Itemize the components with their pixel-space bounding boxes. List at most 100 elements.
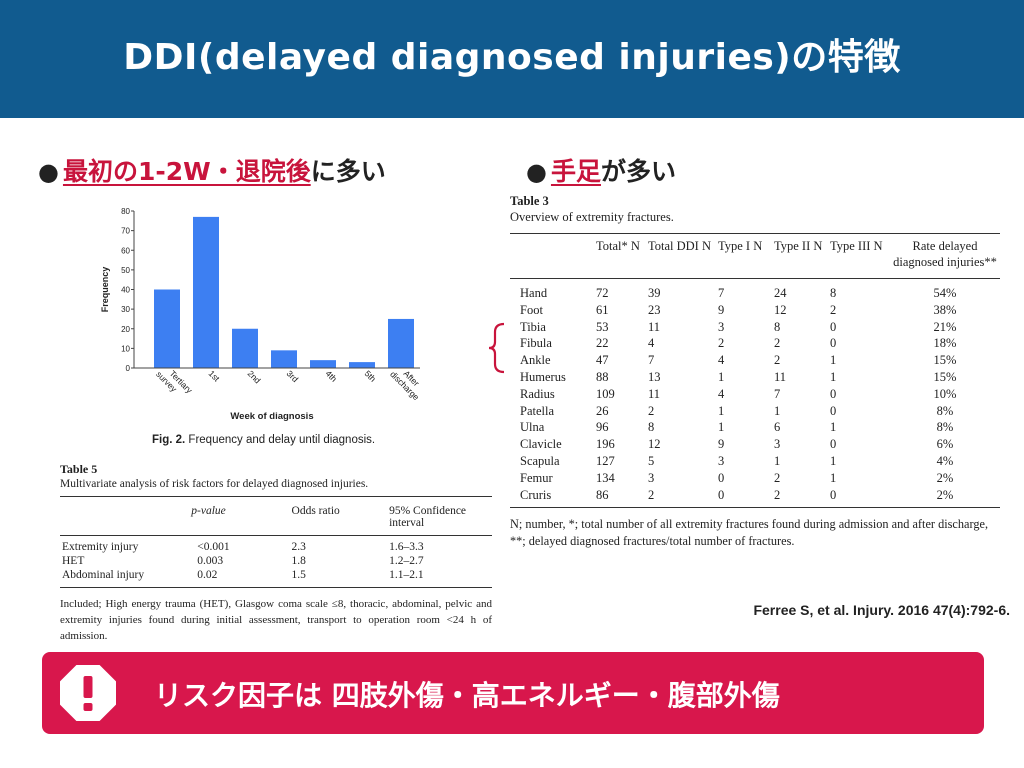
- table3-header-cell: Type II N: [772, 233, 828, 279]
- table5-cell: 1.6–3.3: [389, 541, 424, 553]
- table3-row: Patella 26 2 1 1 0 8%: [510, 403, 1000, 420]
- table3-header-row: Total* N Total DDI N Type I N Type II N …: [510, 233, 1000, 279]
- table5-header-row: p-value Odds ratio 95% Confidence interv…: [60, 496, 492, 536]
- table5-cell: 1.5: [289, 568, 388, 588]
- figure-caption-text: Frequency and delay until diagnosis.: [185, 434, 376, 446]
- bar: [232, 328, 258, 368]
- table3-header-cell: Type III N: [828, 233, 890, 279]
- table3-cell: 1: [774, 453, 781, 468]
- brace-icon: [488, 322, 505, 374]
- x-tick-label: 5th: [363, 368, 379, 384]
- table3-header-cell: [510, 233, 594, 279]
- table3-cell: 26: [596, 403, 609, 418]
- table3-cell: 13: [648, 369, 661, 384]
- bullet-timing-highlight: 最初の1-2W・退院後: [62, 157, 311, 186]
- table5-header-cell: Odds ratio: [289, 496, 388, 536]
- table3-cell: 8: [648, 420, 655, 435]
- table3-cell: 15%: [933, 353, 957, 368]
- x-tick-label: 2nd: [246, 368, 263, 385]
- table3-cell: Femur: [520, 470, 553, 485]
- table3-cell: 39: [648, 286, 661, 300]
- x-tick-label: 1st: [207, 368, 223, 384]
- table3-cell: 2: [830, 302, 837, 317]
- bullet-dot-icon: ●: [38, 158, 59, 186]
- table3-row: Tibia 53 11 3 8 0 21%: [510, 319, 1000, 336]
- table3-cell: 9: [718, 302, 725, 317]
- table3-cell: 2: [648, 403, 655, 418]
- table3-cell: 7: [774, 386, 781, 401]
- table3-cell: 1: [774, 403, 781, 418]
- figure-caption: Fig. 2. Frequency and delay until diagno…: [152, 434, 375, 446]
- table5-row: HET 0.003 1.8 1.2–2.7: [60, 554, 492, 568]
- table3-cell: 1: [830, 369, 837, 384]
- table3-cell: 4%: [936, 453, 954, 468]
- bullet-timing: ● 最初の1-2W・退院後に多い: [38, 152, 386, 188]
- y-tick-label: 50: [121, 266, 130, 275]
- title-bar: DDI(delayed diagnosed injuries)の特徴: [0, 0, 1024, 118]
- table3-header-cell: Total* N: [594, 233, 646, 279]
- table3-cell: 196: [596, 437, 615, 452]
- bullet-extremity-text: が多い: [600, 157, 676, 186]
- table3-row: Ankle 47 7 4 2 1 15%: [510, 352, 1000, 369]
- table3-cell: 10%: [933, 386, 957, 401]
- table3-cell: Hand: [520, 286, 548, 300]
- table3-cell: 0: [718, 470, 725, 485]
- table3-cell: 72: [596, 286, 609, 300]
- table3-cell: Humerus: [520, 369, 566, 384]
- table3-title: Overview of extremity fractures.: [510, 210, 674, 224]
- table3-cell: 11: [648, 386, 661, 401]
- table3-cell: 15%: [933, 369, 957, 384]
- y-axis-label: Frequency: [100, 267, 110, 313]
- table3-block: Table 3 Overview of extremity fractures.…: [510, 194, 1000, 550]
- bullet-extremity-highlight: 手足: [550, 157, 601, 186]
- table3-cell: Patella: [520, 403, 555, 418]
- table3-row: Femur 134 3 0 2 1 2%: [510, 470, 1000, 487]
- y-tick-label: 30: [121, 305, 130, 314]
- table3-cell: 1: [830, 420, 837, 435]
- table5-cell: 1.2–2.7: [389, 555, 424, 567]
- y-tick-label: 40: [121, 286, 130, 295]
- table3-cell: 12: [648, 437, 661, 452]
- figure-caption-label: Fig. 2.: [152, 434, 186, 446]
- table3-cell: 4: [718, 386, 725, 401]
- table5-cell: 1.8: [291, 555, 306, 567]
- table3-note: N; number, *; total number of all extrem…: [510, 517, 989, 549]
- table3-cell: 47: [596, 353, 609, 368]
- table3-cell: 2: [646, 486, 716, 509]
- y-tick-label: 70: [121, 227, 130, 236]
- table3-cell: 8%: [936, 420, 954, 435]
- table3-cell: 23: [648, 302, 661, 317]
- table3-cell: 2: [774, 353, 781, 368]
- table3-cell: Cruris: [510, 486, 594, 509]
- table5-cell: 2.3: [291, 541, 306, 553]
- conclusion-banner: リスク因子は 四肢外傷・高エネルギー・腹部外傷: [42, 652, 984, 734]
- table3-cell: 1: [830, 453, 837, 468]
- table3-cell: 1: [830, 470, 837, 485]
- table3-cell: Clavicle: [520, 437, 562, 452]
- table5-row: Abdominal injury 0.02 1.5 1.1–2.1: [60, 568, 492, 588]
- x-tick-label: 4th: [324, 368, 340, 384]
- table3-cell: 5: [648, 453, 655, 468]
- table3-cell: 2: [774, 336, 781, 351]
- table3-cell: 2%: [890, 486, 1000, 509]
- table3-cell: 18%: [933, 336, 957, 351]
- bar: [349, 362, 375, 368]
- table3-row: Hand 72 39 7 24 8 54%: [510, 279, 1000, 302]
- frequency-bar-chart: 01020304050607080FrequencyTertiarysurvey…: [100, 207, 421, 422]
- table3-cell: 4: [718, 353, 725, 368]
- table3-cell: 96: [596, 420, 609, 435]
- table3-row: Foot 61 23 9 12 2 38%: [510, 302, 1000, 319]
- table3-cell: 7: [648, 353, 655, 368]
- x-tick-label: 3rd: [285, 368, 301, 384]
- y-tick-label: 60: [121, 246, 130, 255]
- y-tick-label: 80: [121, 207, 130, 216]
- table3-cell: 0: [830, 336, 837, 351]
- table5-cell: 1.1–2.1: [387, 568, 492, 588]
- table3-row: Fibula 22 4 2 2 0 18%: [510, 335, 1000, 352]
- table3-cell: 4: [648, 336, 655, 351]
- table5-header-cell: 95% Confidence interval: [387, 496, 492, 536]
- citation: Ferree S, et al. Injury. 2016 47(4):792-…: [753, 602, 1010, 618]
- bullet-dot-icon: ●: [526, 158, 547, 186]
- table5-cell: 0.02: [189, 568, 290, 588]
- table3-cell: 3: [718, 319, 725, 334]
